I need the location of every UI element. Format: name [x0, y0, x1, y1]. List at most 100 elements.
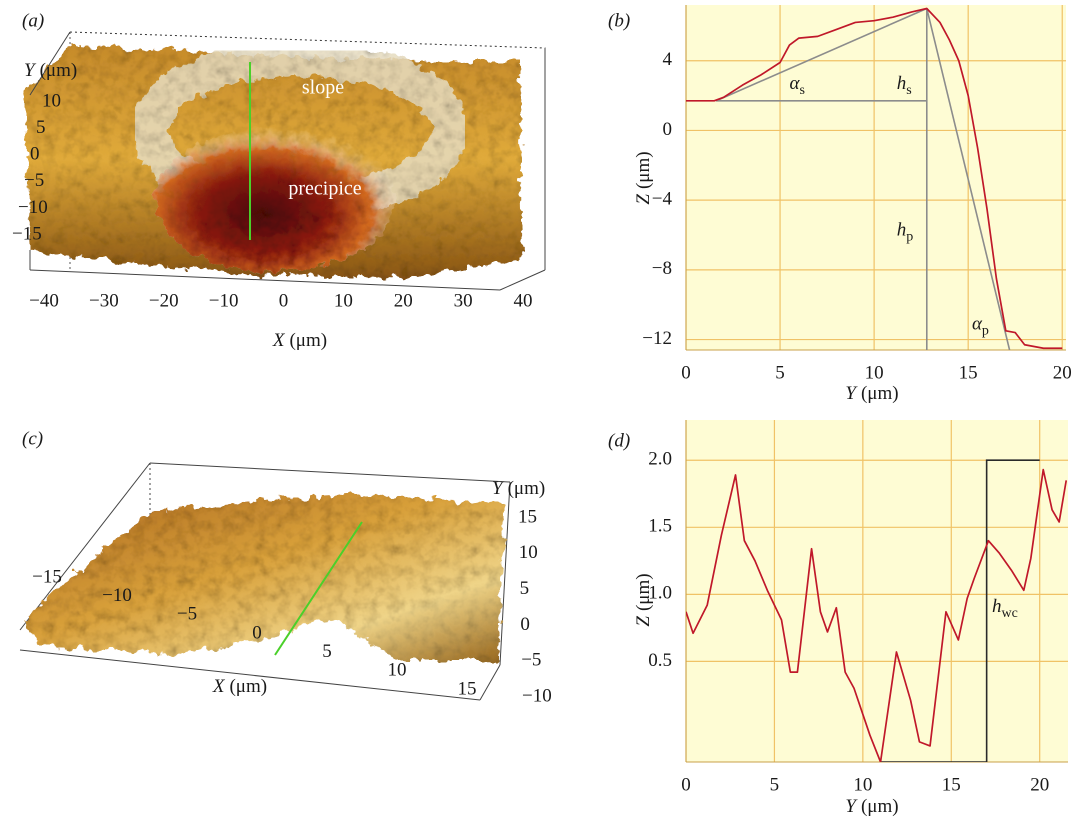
axis-unit: (μm) [229, 676, 267, 697]
data-line [686, 468, 1068, 762]
annotation-symbol: α [789, 74, 800, 95]
x-tick-label: 15 [959, 362, 978, 383]
x-tick-label: 20 [1053, 362, 1072, 383]
x-tick-label: 5 [770, 774, 780, 795]
axis-label: Y (μm) [845, 383, 898, 404]
y-tick-label: −12 [642, 328, 672, 349]
y-tick-label: 10 [519, 542, 538, 563]
x-tick-label: 0 [681, 774, 691, 795]
y-tick-label: 0 [30, 144, 40, 165]
x-tick-label: 15 [458, 678, 477, 699]
plot-content [686, 459, 1068, 762]
annotation-sub: wc [1001, 606, 1017, 621]
data-line [686, 7, 1063, 350]
y-tick-label: 15 [518, 506, 537, 527]
axis-label: X (μm) [212, 676, 267, 697]
x-tick-label: −10 [102, 585, 132, 606]
annotation-sub: s [906, 83, 911, 98]
x-tick-label: 10 [388, 660, 407, 681]
y-tick-label: −5 [521, 650, 541, 671]
axis-symbol: Y [492, 478, 505, 499]
x-tick-label: −30 [89, 290, 119, 311]
y-tick-label: 2.0 [648, 449, 672, 470]
surface-a [24, 31, 546, 291]
annotation: hp [897, 220, 914, 245]
axis-symbol: Y [24, 60, 37, 81]
y-tick-label: 0 [663, 119, 673, 140]
panel-label: (d) [608, 430, 630, 451]
annotation-sub: s [799, 83, 804, 98]
axis-unit: (μm) [508, 478, 546, 499]
y-tick-label: 4 [663, 49, 673, 70]
x-tick-label: 15 [942, 774, 961, 795]
axis-label: X (μm) [272, 330, 327, 351]
panel-label: (a) [22, 10, 44, 31]
plot-content [686, 7, 1063, 350]
axis-label: Z (μm) [633, 151, 654, 204]
axis-unit: (μm) [633, 151, 654, 189]
annotation-sub: p [982, 324, 989, 339]
annotation: hwc [992, 596, 1018, 621]
axis-label: Z (μm) [633, 573, 654, 626]
annotation: αp [972, 314, 989, 339]
x-tick-label: −40 [29, 290, 59, 311]
x-tick-label: −20 [149, 290, 179, 311]
axis-unit: (μm) [861, 796, 899, 817]
x-tick-label: −10 [209, 290, 239, 311]
x-tick-label: 0 [252, 622, 262, 643]
axis-symbol: Y [845, 383, 858, 404]
axis-label: Y (μm) [24, 60, 77, 81]
x-tick-label: −15 [32, 566, 62, 587]
y-tick-label: 0 [520, 614, 530, 635]
y-tick-label: −5 [24, 170, 44, 191]
guide-line [926, 8, 1011, 350]
y-tick-label: −10 [522, 685, 552, 706]
annotation-symbol: h [897, 220, 907, 241]
x-tick-label: 5 [322, 641, 332, 662]
x-tick-label: 10 [865, 362, 884, 383]
y-tick-label: −15 [12, 223, 42, 244]
axis-unit: (μm) [861, 383, 899, 404]
axis-label: Y (μm) [845, 796, 898, 817]
guide-line [880, 459, 1040, 762]
x-tick-label: 5 [775, 362, 785, 383]
x-tick-label: 10 [853, 774, 872, 795]
panel-label: (c) [22, 428, 43, 449]
x-tick-label: 20 [394, 290, 413, 311]
x-tick-label: −5 [177, 604, 197, 625]
axis-unit: (μm) [40, 60, 78, 81]
y-tick-label: 0.5 [648, 650, 672, 671]
axis-symbol: Z [633, 194, 654, 205]
annotation: hs [897, 74, 912, 99]
annotation-symbol: α [972, 314, 983, 335]
annotation: αs [789, 74, 804, 99]
y-tick-label: 1.5 [648, 516, 672, 537]
x-tick-label: 10 [334, 290, 353, 311]
y-tick-label: −4 [652, 189, 673, 210]
y-tick-label: 5 [36, 117, 46, 138]
axis-symbol: Z [633, 616, 654, 627]
annotation-symbol: h [992, 596, 1002, 617]
x-tick-label: 0 [279, 290, 289, 311]
surface-c [19, 462, 511, 701]
plot-area [686, 420, 1068, 762]
axis-unit: (μm) [633, 573, 654, 611]
axis-symbol: Y [845, 796, 858, 817]
x-tick-label: 0 [681, 362, 691, 383]
annotation-sub: p [906, 230, 913, 245]
annotation-symbol: h [897, 74, 907, 95]
axis-unit: (μm) [289, 330, 327, 351]
x-tick-label: 30 [454, 290, 473, 311]
axis-symbol: X [272, 330, 286, 351]
plot-area [686, 5, 1066, 350]
annotation: slope [302, 77, 344, 99]
y-tick-label: −10 [18, 197, 48, 218]
guide-line [715, 7, 928, 102]
y-tick-label: 5 [520, 578, 530, 599]
x-tick-label: 20 [1030, 774, 1049, 795]
y-tick-label: 10 [42, 90, 61, 111]
x-tick-label: 40 [514, 290, 533, 311]
panel-label: (b) [608, 10, 630, 31]
